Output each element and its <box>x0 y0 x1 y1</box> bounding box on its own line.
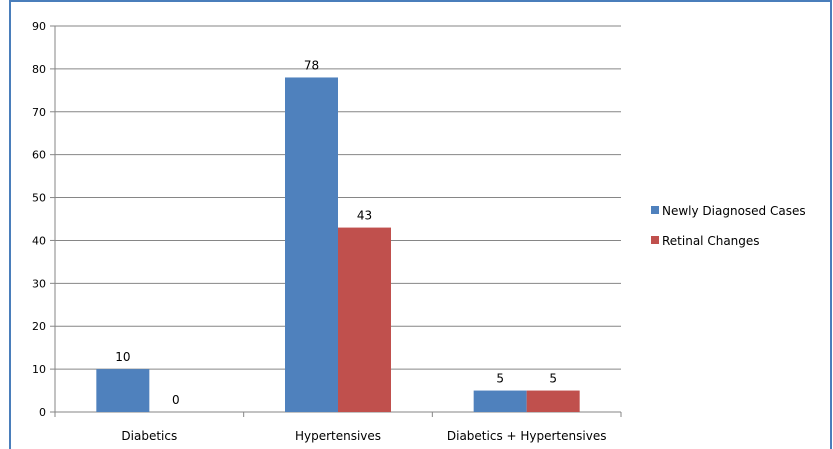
data-label: 5 <box>496 372 504 386</box>
y-tick-label: 60 <box>32 149 46 162</box>
x-category-label: Diabetics <box>121 429 177 443</box>
y-tick-label: 0 <box>39 406 46 419</box>
data-label: 5 <box>549 372 557 386</box>
legend-swatch <box>651 236 659 244</box>
bar <box>473 390 527 412</box>
data-labels: 10 0 78 43 5 5 <box>115 58 557 407</box>
legend: Newly Diagnosed Cases Retinal Changes <box>651 204 806 248</box>
data-label: 0 <box>172 393 180 407</box>
y-tick-label: 80 <box>32 63 46 76</box>
legend-label: Retinal Changes <box>662 234 760 248</box>
y-tick-label: 20 <box>32 320 46 333</box>
y-tick-label: 10 <box>32 363 46 376</box>
bar <box>96 369 150 412</box>
data-label: 10 <box>115 350 130 364</box>
y-tick-label: 50 <box>32 192 46 205</box>
legend-label: Newly Diagnosed Cases <box>662 204 806 218</box>
data-label: 78 <box>304 58 319 72</box>
x-category-label: Diabetics + Hypertensives <box>447 429 607 443</box>
legend-swatch <box>651 206 659 214</box>
y-tick-label: 40 <box>32 234 46 247</box>
bar <box>338 227 391 412</box>
y-tick-label: 70 <box>32 106 46 119</box>
bars <box>96 77 580 412</box>
x-category-label: Hypertensives <box>295 429 381 443</box>
bar <box>526 390 580 412</box>
y-tick-label: 90 <box>32 20 46 33</box>
data-label: 43 <box>357 209 372 223</box>
y-tick-label: 30 <box>32 277 46 290</box>
bar <box>285 77 338 412</box>
